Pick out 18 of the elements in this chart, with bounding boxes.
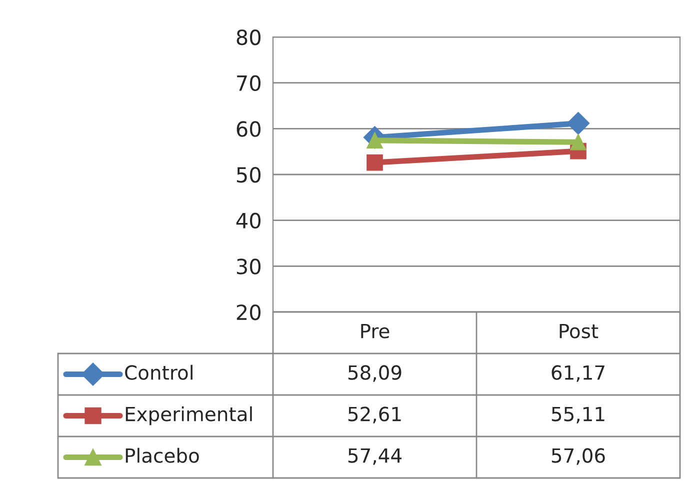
data-label: 57,06	[552, 448, 605, 465]
data-label: 57,44	[348, 448, 402, 465]
y-tick-label: 60	[236, 121, 261, 137]
x-tick-label: Post	[560, 324, 598, 338]
y-tick-label: 40	[236, 212, 261, 229]
y-tick-label: 20	[236, 304, 261, 320]
data-label: 61,17	[552, 365, 604, 382]
y-tick-label: 80	[236, 29, 261, 46]
x-tick-label: Pre	[361, 324, 390, 338]
y-tick-label: 30	[236, 258, 261, 274]
data-label: 55,11	[552, 406, 604, 424]
data-label: 58,09	[348, 365, 402, 382]
legend-label: Experimental	[126, 406, 252, 426]
data-label: 52,61	[348, 406, 401, 424]
y-tick-label: 50	[236, 166, 261, 183]
legend-label: Placebo	[126, 448, 199, 463]
y-tick-label: 70	[237, 75, 261, 92]
legend-label: Control	[125, 364, 192, 380]
